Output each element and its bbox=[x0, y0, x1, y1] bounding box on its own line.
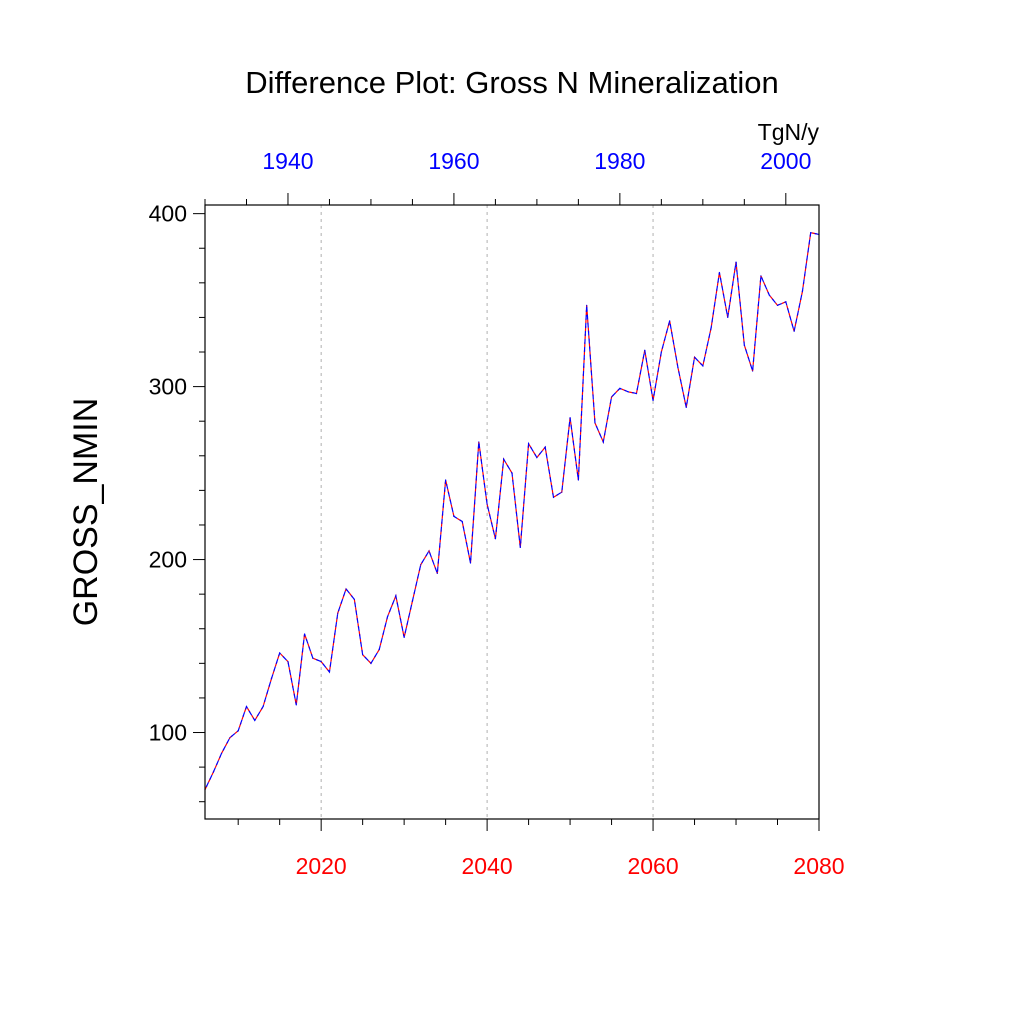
data-point-2073 bbox=[760, 275, 762, 277]
data-point-2071 bbox=[743, 344, 745, 346]
data-point-2047 bbox=[544, 446, 546, 448]
data-point-2055 bbox=[610, 396, 613, 398]
data-point-2022 bbox=[337, 612, 339, 614]
data-point-2076 bbox=[785, 301, 787, 303]
data-point-2030 bbox=[403, 636, 405, 638]
data-point-2018 bbox=[303, 633, 306, 635]
data-point-2056 bbox=[619, 387, 621, 389]
data-point-2017 bbox=[295, 704, 297, 706]
data-point-2040 bbox=[486, 503, 488, 505]
data-point-2023 bbox=[345, 588, 347, 590]
data-point-2062 bbox=[669, 320, 671, 322]
data-point-2064 bbox=[685, 406, 687, 408]
data-point-2066 bbox=[702, 365, 704, 367]
data-point-2037 bbox=[461, 520, 463, 523]
series-line-0-a bbox=[204, 231, 820, 790]
data-point-2020 bbox=[320, 661, 322, 663]
data-point-2026 bbox=[370, 662, 372, 664]
data-point-2065 bbox=[693, 356, 696, 358]
data-point-2032 bbox=[420, 564, 422, 566]
data-point-2058 bbox=[635, 392, 638, 395]
y-tick-label-300: 300 bbox=[149, 374, 187, 400]
data-point-2015 bbox=[279, 652, 281, 654]
bottom-tick-label-2060: 2060 bbox=[627, 853, 678, 879]
plot-frame bbox=[204, 204, 820, 820]
data-point-2052 bbox=[586, 304, 588, 306]
data-point-2007 bbox=[212, 771, 214, 773]
data-point-2053 bbox=[594, 422, 596, 424]
data-point-2039 bbox=[478, 441, 480, 443]
data-point-2024 bbox=[353, 598, 355, 600]
y-tick-label-100: 100 bbox=[149, 720, 187, 746]
data-point-2075 bbox=[776, 304, 779, 306]
data-point-2078 bbox=[801, 290, 804, 293]
data-point-2063 bbox=[677, 366, 679, 369]
y-tick-label-200: 200 bbox=[149, 547, 187, 573]
data-point-2043 bbox=[511, 472, 513, 474]
data-point-2035 bbox=[445, 479, 447, 481]
bottom-tick-label-2020: 2020 bbox=[296, 853, 347, 879]
data-point-2046 bbox=[536, 456, 538, 459]
data-point-2010 bbox=[237, 730, 239, 732]
data-point-2044 bbox=[519, 546, 521, 549]
data-point-2025 bbox=[362, 654, 364, 656]
data-point-2067 bbox=[710, 327, 712, 329]
data-point-2013 bbox=[262, 705, 264, 708]
data-point-2054 bbox=[602, 441, 604, 443]
data-point-2033 bbox=[428, 550, 430, 552]
data-point-2021 bbox=[328, 671, 331, 673]
data-point-2072 bbox=[752, 370, 754, 372]
data-point-2034 bbox=[436, 572, 438, 575]
data-point-2042 bbox=[503, 458, 505, 460]
axes: 100 200 300 400 2020 2040 2060 2080 1940 1960 1980… bbox=[149, 148, 845, 879]
series-layer bbox=[204, 231, 820, 791]
data-point-2038 bbox=[469, 562, 472, 564]
data-point-2059 bbox=[644, 349, 646, 351]
data-point-2009 bbox=[229, 737, 231, 739]
data-point-2031 bbox=[411, 600, 414, 602]
data-point-2008 bbox=[220, 752, 223, 754]
data-point-2049 bbox=[561, 491, 563, 493]
data-point-2012 bbox=[254, 719, 256, 722]
data-point-2074 bbox=[768, 294, 770, 296]
bottom-tick-label-2080: 2080 bbox=[793, 853, 844, 879]
bottom-tick-label-2040: 2040 bbox=[462, 853, 513, 879]
top-tick-label-1960: 1960 bbox=[428, 148, 479, 174]
data-point-2019 bbox=[312, 657, 314, 659]
data-point-2048 bbox=[552, 496, 555, 498]
data-point-2068 bbox=[718, 271, 721, 274]
data-point-2069 bbox=[727, 316, 729, 319]
data-point-2028 bbox=[386, 616, 389, 618]
data-point-2045 bbox=[527, 443, 530, 445]
units-label: TgN/y bbox=[758, 119, 820, 145]
data-point-2070 bbox=[735, 261, 737, 263]
data-point-2014 bbox=[270, 678, 272, 680]
top-tick-label-1940: 1940 bbox=[262, 148, 313, 174]
data-point-2057 bbox=[627, 391, 629, 393]
data-point-2051 bbox=[577, 479, 579, 481]
data-point-2060 bbox=[652, 399, 654, 402]
top-tick-label-1980: 1980 bbox=[594, 148, 645, 174]
data-point-2061 bbox=[660, 351, 662, 353]
top-tick-label-2000: 2000 bbox=[760, 148, 811, 174]
y-tick-label-400: 400 bbox=[149, 201, 187, 227]
data-point-2036 bbox=[453, 515, 455, 517]
y-axis-label: GROSS_NMIN bbox=[67, 398, 105, 627]
data-point-2011 bbox=[245, 705, 248, 708]
chart-title: Difference Plot: Gross N Mineralization bbox=[245, 65, 779, 100]
data-point-2029 bbox=[395, 595, 397, 597]
data-point-2077 bbox=[793, 330, 795, 332]
data-point-2041 bbox=[494, 538, 497, 540]
data-point-2027 bbox=[378, 648, 380, 651]
data-point-2016 bbox=[287, 661, 289, 663]
data-point-2079 bbox=[810, 232, 812, 234]
data-point-2050 bbox=[569, 417, 571, 419]
grid-lines bbox=[320, 205, 654, 819]
